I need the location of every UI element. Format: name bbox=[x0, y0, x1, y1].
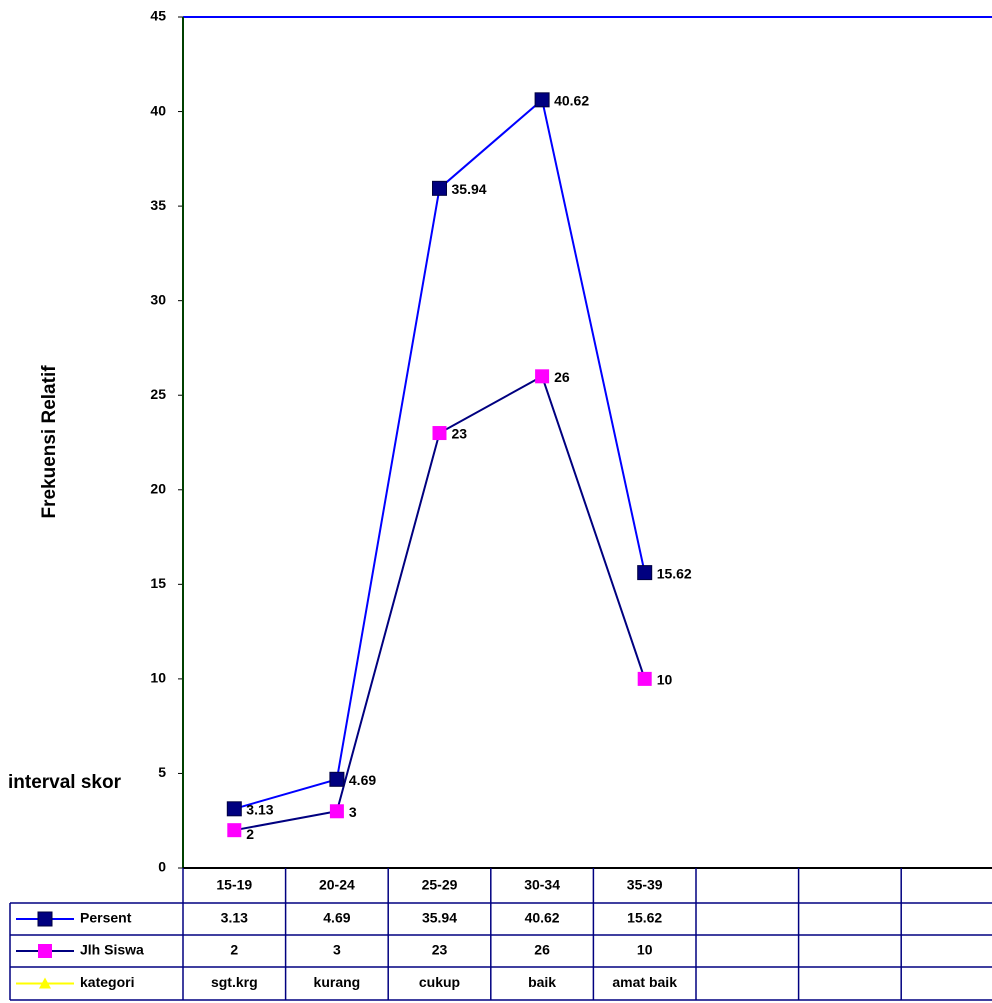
y-tick-label: 0 bbox=[158, 859, 166, 875]
legend-label: kategori bbox=[80, 974, 134, 990]
y-tick-label: 30 bbox=[150, 291, 166, 307]
table-cell: cukup bbox=[419, 974, 460, 990]
table-cell: 3.13 bbox=[221, 910, 248, 926]
data-label: 3 bbox=[349, 804, 357, 820]
y-axis-label: Frekuensi Relatif bbox=[39, 365, 60, 519]
table-cell: 4.69 bbox=[323, 910, 350, 926]
series-line bbox=[234, 374, 646, 832]
series-line bbox=[234, 97, 646, 810]
legend-marker bbox=[38, 944, 52, 958]
y-tick-label: 45 bbox=[150, 8, 166, 24]
table-cell: 40.62 bbox=[525, 910, 560, 926]
x-tick-label: 20-24 bbox=[319, 877, 355, 893]
table-cell: 23 bbox=[432, 942, 448, 958]
table-cell: 26 bbox=[534, 942, 550, 958]
legend-label: Persent bbox=[80, 910, 132, 926]
x-tick-label: 35-39 bbox=[627, 877, 663, 893]
table-cell: amat baik bbox=[612, 974, 677, 990]
point bbox=[329, 804, 344, 819]
data-label: 10 bbox=[657, 672, 673, 688]
table-cell: 15.62 bbox=[627, 910, 662, 926]
data-label: 15.62 bbox=[657, 565, 692, 581]
y-tick-label: 20 bbox=[150, 480, 166, 496]
data-label: 26 bbox=[554, 369, 570, 385]
table-cell: 10 bbox=[637, 942, 653, 958]
point bbox=[535, 369, 550, 384]
legend-label: Jlh Siswa bbox=[80, 942, 144, 958]
y-tick-label: 35 bbox=[150, 197, 166, 213]
x-tick-label: 15-19 bbox=[216, 877, 252, 893]
data-label: 2 bbox=[246, 826, 254, 842]
point bbox=[534, 92, 550, 108]
point bbox=[432, 426, 447, 441]
legend-marker bbox=[39, 977, 51, 989]
point bbox=[227, 823, 242, 838]
point bbox=[226, 801, 242, 817]
table-cell: sgt.krg bbox=[211, 974, 258, 990]
x-tick-label: 30-34 bbox=[524, 877, 560, 893]
table-cell: baik bbox=[528, 974, 556, 990]
data-label: 3.13 bbox=[246, 802, 273, 818]
data-label: 23 bbox=[452, 426, 468, 442]
y-tick-label: 15 bbox=[150, 575, 166, 591]
point bbox=[637, 565, 653, 581]
y-tick-label: 25 bbox=[150, 386, 166, 402]
table-cell: kurang bbox=[314, 974, 361, 990]
point bbox=[432, 180, 447, 196]
point bbox=[637, 671, 652, 686]
y-tick-label: 10 bbox=[150, 670, 166, 686]
data-label: 4.69 bbox=[349, 772, 376, 788]
table-cell: 2 bbox=[230, 942, 238, 958]
x-tick-label: 25-29 bbox=[422, 877, 458, 893]
table-cell: 3 bbox=[333, 942, 341, 958]
data-label: 40.62 bbox=[554, 93, 589, 109]
legend-marker bbox=[37, 911, 53, 927]
data-label: 35.94 bbox=[452, 181, 487, 197]
point bbox=[329, 771, 345, 787]
x-axis-label: interval skor bbox=[8, 772, 122, 793]
y-tick-label: 5 bbox=[158, 764, 166, 780]
table-cell: 35.94 bbox=[422, 910, 457, 926]
y-tick-label: 40 bbox=[150, 102, 166, 118]
